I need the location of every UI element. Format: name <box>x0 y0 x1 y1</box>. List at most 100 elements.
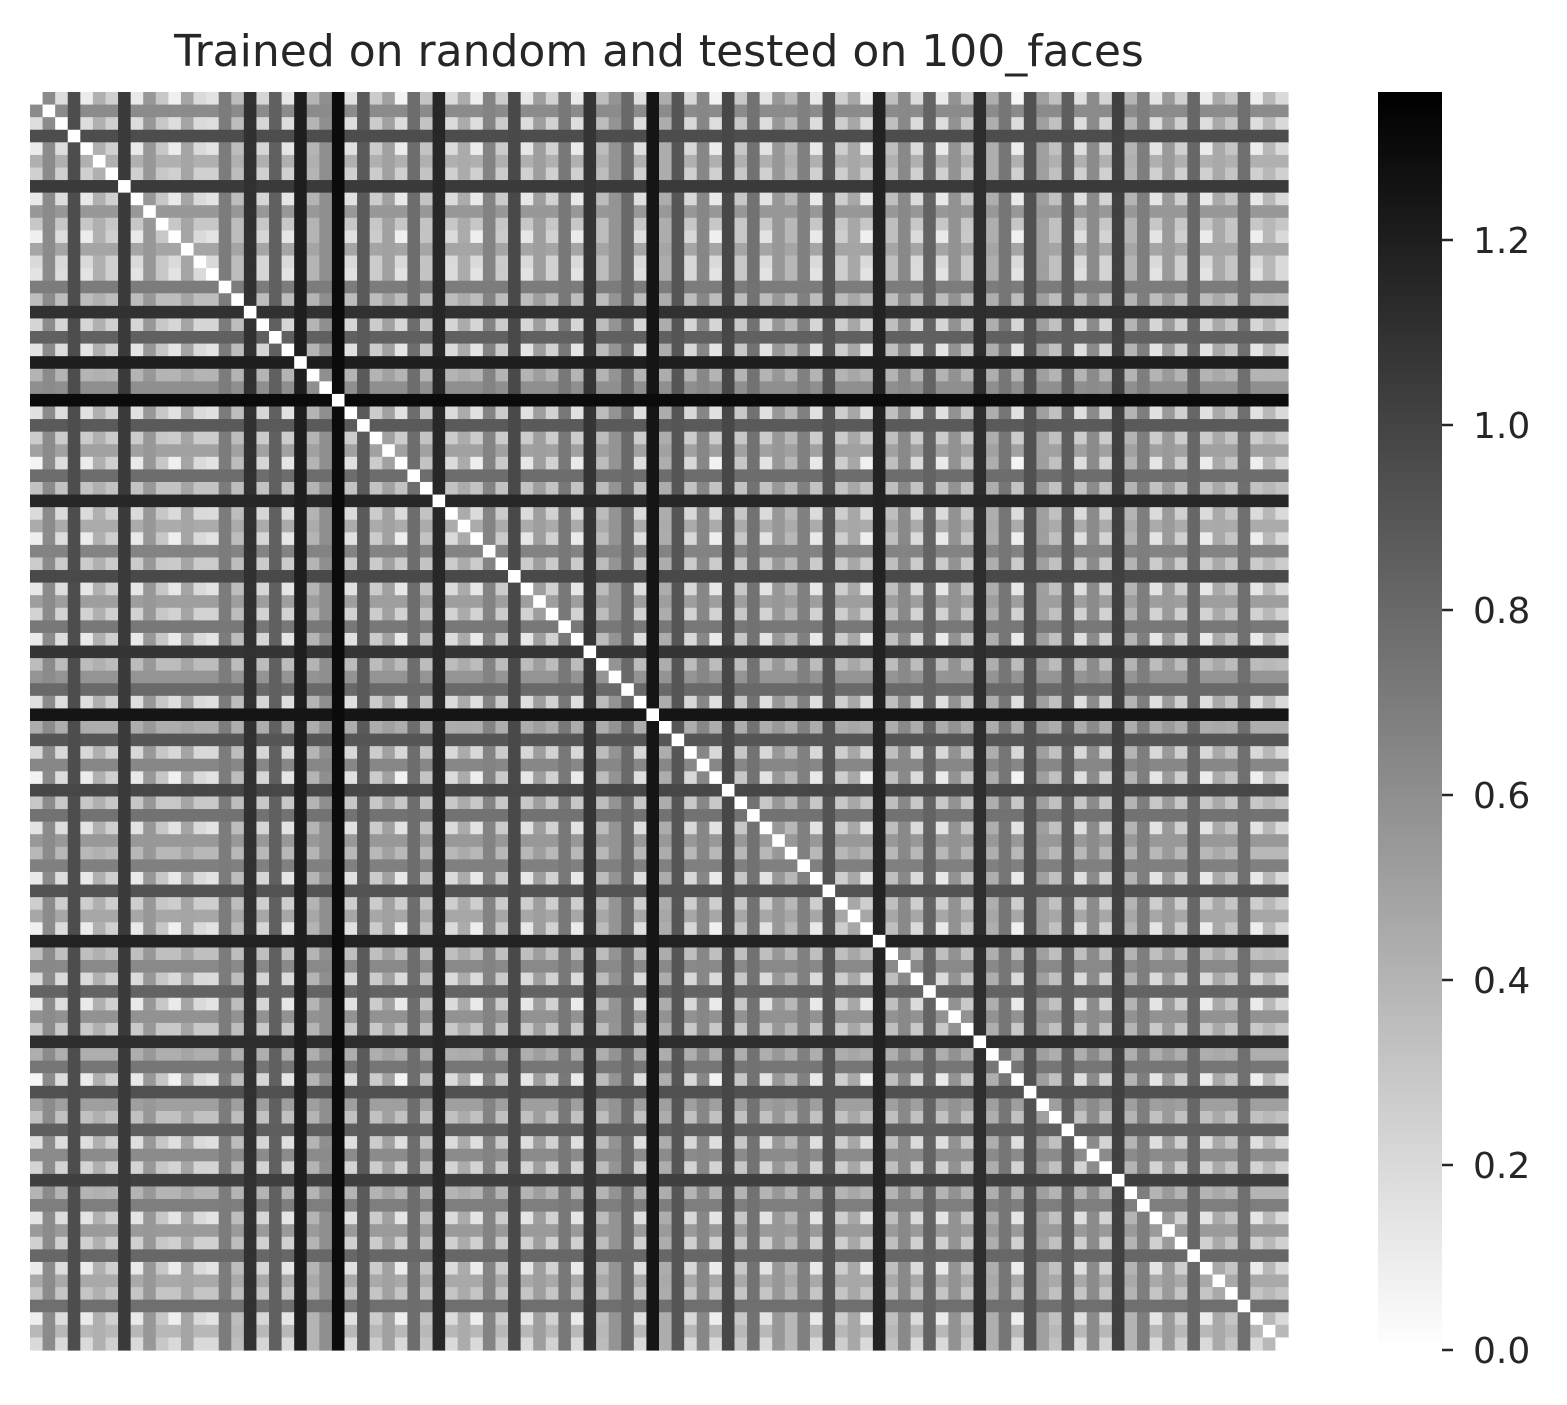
heatmap-cell <box>105 242 119 257</box>
heatmap-cell <box>470 180 484 194</box>
heatmap-cell <box>1174 318 1188 332</box>
heatmap-cell <box>923 230 937 244</box>
heatmap-cell <box>1111 658 1126 672</box>
heatmap-cell <box>835 532 849 546</box>
heatmap-cell <box>583 444 597 458</box>
heatmap-cell <box>1111 192 1126 206</box>
heatmap-cell <box>1023 356 1037 370</box>
heatmap-cell <box>797 217 811 231</box>
heatmap-cell <box>734 507 748 521</box>
heatmap-cell <box>105 683 119 697</box>
heatmap-cell <box>646 670 660 684</box>
heatmap-cell <box>646 305 660 320</box>
heatmap-cell <box>835 620 849 634</box>
heatmap-cell <box>369 154 383 169</box>
heatmap-cell <box>570 192 585 206</box>
heatmap-cell <box>973 670 987 684</box>
heatmap-cell <box>80 154 94 169</box>
heatmap-cell <box>784 154 798 169</box>
heatmap-cell <box>470 242 484 257</box>
heatmap-cell <box>495 695 509 710</box>
heatmap-cell <box>80 645 94 659</box>
heatmap-cell <box>105 318 119 332</box>
heatmap-cell <box>1237 280 1251 294</box>
heatmap-cell <box>30 117 44 131</box>
heatmap-cell <box>55 708 69 722</box>
heatmap-cell <box>847 104 861 118</box>
heatmap-cell <box>281 645 295 659</box>
heatmap-cell <box>470 456 484 470</box>
heatmap-cell <box>721 268 736 282</box>
heatmap-cell <box>42 582 56 596</box>
heatmap-cell <box>130 683 144 697</box>
heatmap-cell <box>382 368 396 382</box>
heatmap-cell <box>1137 481 1151 496</box>
heatmap-cell <box>1061 117 1075 131</box>
heatmap-cell <box>533 406 547 420</box>
heatmap-cell <box>986 431 1000 445</box>
heatmap-cell <box>935 368 949 382</box>
heatmap-cell <box>1011 381 1025 395</box>
heatmap-cell <box>445 406 459 420</box>
heatmap-cell <box>1061 645 1075 659</box>
heatmap-cell <box>382 280 396 294</box>
heatmap-cell <box>885 645 899 659</box>
heatmap-cell <box>872 129 887 143</box>
heatmap-cell <box>80 620 94 634</box>
heatmap-cell <box>935 293 949 307</box>
heatmap-cell <box>231 582 245 596</box>
heatmap-cell <box>822 104 836 118</box>
heatmap-cell <box>860 343 874 357</box>
heatmap-cell <box>369 318 383 332</box>
heatmap-cell <box>545 104 559 118</box>
heatmap-cell <box>1048 167 1063 181</box>
heatmap-cell <box>1199 708 1214 722</box>
heatmap-cell <box>1023 255 1037 269</box>
heatmap-cell <box>306 570 320 584</box>
heatmap-cell <box>419 607 434 621</box>
heatmap-cell <box>772 368 786 382</box>
heatmap-cell <box>231 431 245 445</box>
heatmap-cell <box>1036 695 1050 710</box>
heatmap-cell <box>1237 129 1251 143</box>
heatmap-cell <box>331 532 346 546</box>
heatmap-cell <box>130 632 144 647</box>
heatmap-cell <box>608 217 622 231</box>
heatmap-cell <box>1074 242 1088 257</box>
heatmap-cell <box>294 180 308 194</box>
heatmap-cell <box>457 154 471 169</box>
heatmap-cell <box>772 494 786 508</box>
heatmap-cell <box>306 217 320 231</box>
heatmap-cell <box>1099 645 1113 659</box>
heatmap-cell <box>621 255 635 269</box>
heatmap-cell <box>709 595 723 609</box>
heatmap-cell <box>847 318 861 332</box>
heatmap-cell <box>457 205 471 219</box>
heatmap-cell <box>470 419 484 433</box>
heatmap-cell <box>55 305 69 320</box>
heatmap-cell <box>1187 180 1201 194</box>
heatmap-cell <box>935 582 949 596</box>
heatmap-cell <box>231 318 245 332</box>
heatmap-cell <box>168 695 182 710</box>
heatmap-cell <box>67 683 81 697</box>
heatmap-cell <box>1262 557 1277 571</box>
heatmap-cell <box>910 557 924 571</box>
heatmap-cell <box>1061 356 1075 370</box>
heatmap-cell <box>910 280 924 294</box>
heatmap-cell <box>1275 192 1289 206</box>
heatmap-cell <box>419 217 434 231</box>
heatmap-cell <box>809 242 824 257</box>
heatmap-cell <box>470 343 484 357</box>
heatmap-cell <box>545 632 559 647</box>
heatmap-cell <box>357 532 371 546</box>
heatmap-cell <box>847 230 861 244</box>
heatmap-cell <box>784 242 798 257</box>
heatmap-cell <box>419 192 434 206</box>
heatmap-cell <box>684 557 698 571</box>
heatmap-cell <box>734 557 748 571</box>
heatmap-cell <box>344 456 358 470</box>
heatmap-cell <box>520 532 534 546</box>
heatmap-cell <box>973 381 987 395</box>
heatmap-cell <box>80 268 94 282</box>
